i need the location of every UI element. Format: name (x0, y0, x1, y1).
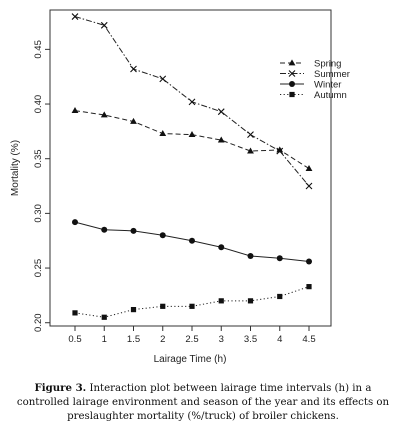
x-tick-label: 4.5 (302, 334, 315, 345)
data-point (101, 314, 107, 320)
x-tick-label: 2.5 (185, 334, 198, 345)
x-tick-label: 0.5 (68, 334, 81, 345)
legend-marker (289, 91, 295, 98)
data-point (188, 98, 196, 106)
data-point (100, 111, 108, 118)
data-point (130, 65, 137, 73)
figure-caption-label: Figure 3. (34, 382, 87, 394)
data-point (130, 306, 137, 313)
y-axis: 0.20 0.25 0.30 0.35 0.40 0.45 (33, 40, 50, 332)
data-point (130, 117, 137, 124)
legend-item-summer: Summer (280, 69, 350, 80)
data-point (71, 106, 79, 113)
legend-marker (288, 59, 296, 66)
data-point (100, 21, 108, 29)
data-point (276, 146, 284, 153)
legend-marker (289, 81, 295, 87)
interaction-plot: 0.5 1 1.5 2 2.5 3 3.5 4 4.5 0.20 0.25 0.30 0.35 0.40… (10, 9, 350, 365)
figure-caption-text: Interaction plot between lairage time in… (16, 383, 390, 422)
data-point (247, 298, 254, 304)
data-point (247, 253, 254, 260)
data-point (71, 13, 79, 20)
data-point (159, 129, 167, 136)
data-point (217, 136, 225, 143)
series-winter (72, 219, 312, 265)
x-tick-label: 4 (277, 334, 282, 345)
x-tick-label: 1 (102, 334, 107, 345)
data-point (218, 244, 225, 251)
x-tick-label: 3 (219, 334, 224, 345)
data-point (189, 303, 195, 309)
data-point (101, 226, 108, 233)
legend-marker (288, 70, 296, 77)
data-point (217, 108, 225, 116)
legend-label: Winter (314, 80, 341, 91)
plot-frame (49, 9, 332, 327)
series-spring (71, 106, 313, 171)
y-tick-label: 0.25 (33, 259, 44, 278)
data-point (305, 182, 313, 190)
data-point (130, 227, 137, 234)
data-point (218, 298, 224, 304)
y-axis-label: Mortality (%) (10, 140, 21, 196)
series-summer (71, 13, 313, 190)
legend-item-winter: Winter (280, 80, 341, 91)
data-point (159, 232, 166, 239)
y-tick-label: 0.45 (33, 40, 44, 59)
data-point (72, 219, 78, 226)
y-tick-label: 0.30 (33, 204, 44, 223)
figure-caption: Figure 3. Interaction plot between laira… (8, 381, 398, 424)
data-point (247, 131, 254, 139)
series-layer (71, 13, 313, 320)
data-point (306, 284, 312, 290)
y-tick-label: 0.35 (33, 149, 44, 168)
data-point (188, 131, 196, 138)
data-point (189, 237, 195, 244)
data-point (247, 147, 254, 154)
series-autumn (72, 284, 312, 320)
x-tick-label: 3.5 (244, 334, 257, 345)
x-tick-label: 1.5 (127, 334, 140, 345)
y-tick-label: 0.20 (33, 313, 44, 332)
series-line-autumn (74, 286, 310, 318)
legend-label: Spring (314, 59, 341, 70)
x-tick-label: 2 (160, 334, 165, 345)
data-point (305, 164, 313, 171)
data-point (276, 255, 283, 262)
data-point (159, 75, 167, 83)
data-point (306, 258, 312, 265)
legend-label: Autumn (314, 90, 347, 101)
series-line-spring (74, 110, 310, 169)
legend-label: Summer (314, 69, 350, 80)
legend-item-autumn: Autumn (280, 90, 347, 101)
y-tick-label: 0.40 (33, 95, 44, 114)
data-point (276, 147, 284, 155)
legend-item-spring: Spring (280, 59, 341, 70)
data-point (72, 310, 78, 316)
x-axis-label: Lairage Time (h) (154, 354, 227, 365)
x-axis: 0.5 1 1.5 2 2.5 3 3.5 4 4.5 (68, 326, 316, 345)
data-point (277, 293, 283, 300)
data-point (160, 303, 166, 309)
